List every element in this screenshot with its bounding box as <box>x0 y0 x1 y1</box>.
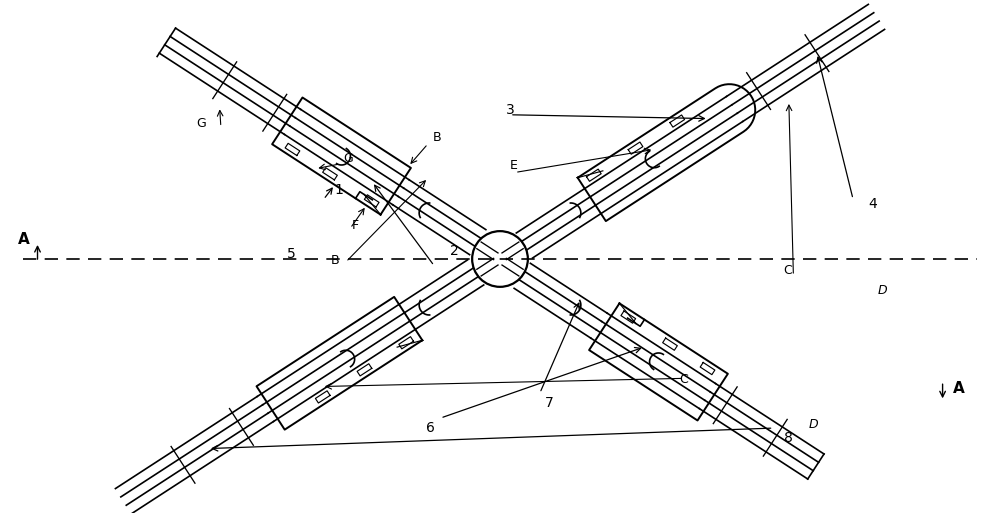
Text: 2: 2 <box>450 244 459 258</box>
Text: 4: 4 <box>869 197 877 211</box>
Text: D: D <box>878 284 888 297</box>
Text: C: C <box>679 373 688 387</box>
Text: 6: 6 <box>426 421 435 435</box>
Text: F: F <box>352 219 359 232</box>
Text: A: A <box>18 232 29 247</box>
Text: 8: 8 <box>784 431 793 445</box>
Text: D: D <box>808 418 818 431</box>
Text: E: E <box>510 159 518 173</box>
Text: G: G <box>196 117 206 131</box>
Text: B: B <box>433 131 441 144</box>
Text: G: G <box>343 152 353 165</box>
Text: 3: 3 <box>506 103 514 117</box>
Text: A: A <box>953 381 964 396</box>
Text: 7: 7 <box>545 396 554 410</box>
Text: C: C <box>783 264 792 277</box>
Text: 1: 1 <box>334 182 343 196</box>
Text: 5: 5 <box>287 247 296 261</box>
Text: B: B <box>331 254 340 267</box>
